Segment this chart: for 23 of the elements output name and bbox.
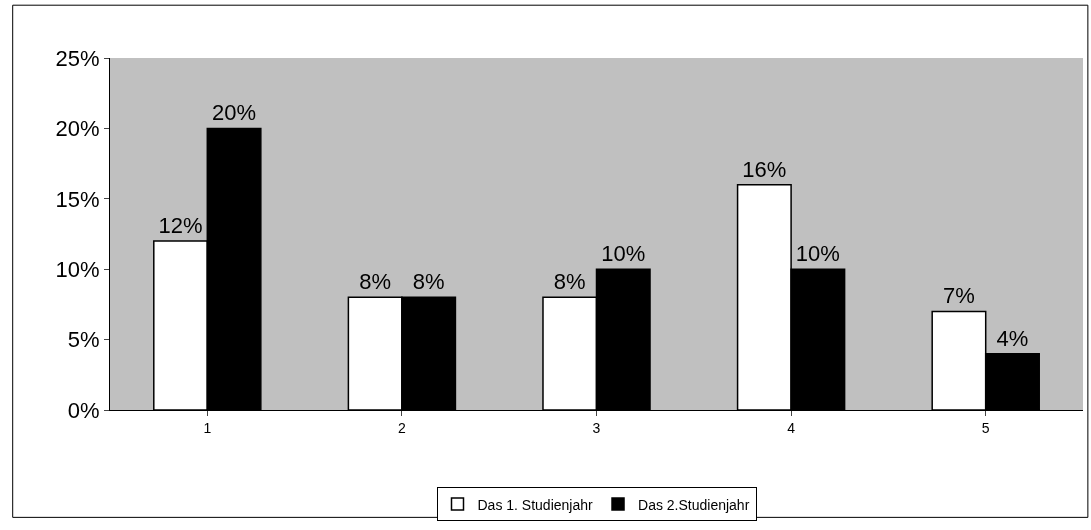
data-label: 20% bbox=[212, 100, 257, 126]
y-tick-label: 10% bbox=[55, 256, 100, 282]
data-label: 12% bbox=[158, 213, 203, 239]
data-label: 16% bbox=[742, 156, 787, 182]
data-label: 8% bbox=[412, 269, 445, 295]
data-label: 10% bbox=[601, 241, 646, 267]
y-tick-label: 0% bbox=[67, 397, 100, 423]
x-tick-label: 4 bbox=[787, 419, 796, 436]
x-tick-label: 3 bbox=[592, 419, 601, 436]
data-label: 8% bbox=[359, 269, 392, 295]
legend-label: Das 2.Studienjahr bbox=[638, 496, 750, 513]
y-tick-label: 25% bbox=[55, 45, 100, 71]
y-tick-label: 15% bbox=[55, 186, 100, 212]
data-label: 8% bbox=[553, 269, 586, 295]
data-label: 10% bbox=[795, 241, 840, 267]
x-tick-label: 2 bbox=[398, 419, 406, 436]
legend-label: Das 1. Studienjahr bbox=[477, 496, 594, 513]
x-tick-label: 5 bbox=[981, 419, 990, 436]
data-label: 7% bbox=[943, 283, 975, 309]
x-tick-label: 1 bbox=[203, 419, 212, 436]
y-tick-label: 5% bbox=[67, 327, 100, 353]
y-tick-label: 20% bbox=[55, 116, 100, 142]
data-label: 4% bbox=[996, 325, 1029, 351]
